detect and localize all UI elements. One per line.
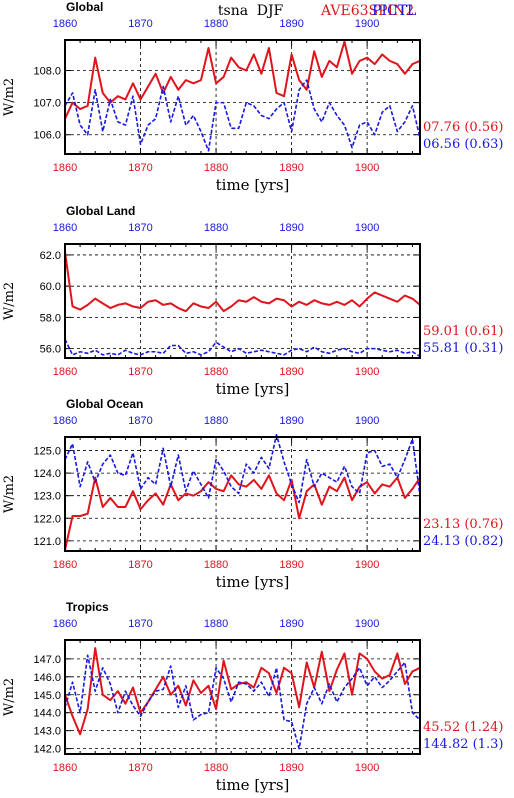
x-tick-label-top: 1870 (128, 222, 152, 234)
legend-exp-label: AVE63SPIN2 (320, 3, 414, 19)
series-line-ctl (64, 79, 421, 152)
series-line-ctl (64, 433, 421, 504)
x-tick-label-bottom: 1870 (128, 162, 152, 174)
y-tick-label: 121.0 (33, 536, 61, 548)
figure-season-label: DJF (257, 3, 284, 19)
x-tick-label-bottom: 1860 (53, 162, 77, 174)
x-tick-label-top: 1880 (204, 18, 228, 30)
y-tick-label: 142.0 (33, 744, 61, 756)
y-tick-label: 107.0 (33, 98, 61, 110)
x-axis-label: time [yrs] (216, 776, 290, 794)
series-line-exp (64, 40, 421, 120)
y-tick-label: 58.0 (40, 312, 61, 324)
x-tick-label-bottom: 1900 (355, 162, 379, 174)
y-tick-label: 106.0 (33, 130, 61, 142)
x-tick-label-top: 1860 (53, 18, 77, 30)
x-tick-label-bottom: 1890 (279, 559, 303, 571)
series-line-ctl (64, 338, 421, 358)
plot-frame (64, 639, 421, 755)
series-line-exp (64, 647, 421, 736)
y-tick-label: 108.0 (33, 66, 61, 78)
x-tick-label-bottom: 1860 (53, 366, 77, 378)
x-tick-label-bottom: 1870 (128, 559, 152, 571)
annotation-ctl-stats: 24.13 (0.82) (423, 534, 503, 549)
y-tick-label: 124.0 (33, 468, 61, 480)
annotation-exp-stats: 07.76 (0.56) (423, 120, 503, 135)
figure-variable-label: tsna (218, 3, 248, 19)
x-tick-label-bottom: 1860 (53, 762, 77, 774)
x-tick-label-bottom: 1880 (204, 762, 228, 774)
y-tick-label: 146.0 (33, 672, 61, 684)
y-axis-label: W/m2 (2, 678, 17, 716)
annotation-exp-stats: 59.01 (0.61) (423, 324, 503, 339)
plot-frame (64, 39, 421, 155)
annotation-ctl-stats: 55.81 (0.31) (423, 341, 503, 356)
x-tick-label-top: 1870 (128, 415, 152, 427)
y-tick-label: 143.0 (33, 726, 61, 738)
y-axis-label: W/m2 (2, 78, 17, 116)
panel-title: Global Land (66, 204, 135, 218)
panel-title: Global (66, 0, 103, 14)
x-tick-label-top: 1900 (355, 415, 379, 427)
y-tick-label: 62.0 (40, 250, 61, 262)
x-tick-label-bottom: 1890 (279, 762, 303, 774)
chart-panel-3: Global Ocean 1860 1860 1870 1870 1880 1880 1890… (2, 397, 503, 591)
x-tick-label-bottom: 1860 (53, 559, 77, 571)
x-tick-label-bottom: 1900 (355, 559, 379, 571)
chart-panel-4: Tropics 1860 1860 1870 1870 1880 1880 1890 1890 1… (2, 600, 503, 794)
x-tick-label-top: 1870 (128, 18, 152, 30)
y-axis-label: W/m2 (2, 282, 17, 320)
annotation-exp-stats: 23.13 (0.76) (423, 517, 503, 532)
plot-frame (64, 243, 421, 359)
annotation-ctl-stats: 144.82 (1.3) (423, 737, 503, 752)
x-tick-label-bottom: 1880 (204, 162, 228, 174)
x-tick-label-bottom: 1900 (355, 366, 379, 378)
annotation-exp-stats: 45.52 (1.24) (423, 720, 503, 735)
x-tick-label-top: 1880 (204, 222, 228, 234)
x-tick-label-top: 1880 (204, 618, 228, 630)
x-tick-label-bottom: 1880 (204, 366, 228, 378)
x-tick-label-bottom: 1870 (128, 762, 152, 774)
x-axis-label: time [yrs] (216, 380, 290, 398)
y-tick-label: 56.0 (40, 344, 61, 356)
y-tick-label: 145.0 (33, 690, 61, 702)
y-axis-label: W/m2 (2, 475, 17, 513)
x-tick-label-top: 1860 (53, 222, 77, 234)
x-tick-label-bottom: 1870 (128, 366, 152, 378)
x-tick-label-top: 1900 (355, 222, 379, 234)
legend-ctl-label: PICTL (372, 3, 416, 19)
annotation-ctl-stats: 06.56 (0.63) (423, 137, 503, 152)
series-line-exp (64, 251, 421, 313)
x-tick-label-top: 1890 (279, 18, 303, 30)
x-tick-label-bottom: 1890 (279, 162, 303, 174)
x-tick-label-top: 1870 (128, 618, 152, 630)
chart-panel-1: Global 1860 1860 1870 1870 1880 1880 1890 1890 19… (2, 0, 503, 194)
y-tick-label: 147.0 (33, 654, 61, 666)
x-tick-label-bottom: 1900 (355, 762, 379, 774)
y-tick-label: 125.0 (33, 446, 61, 458)
x-tick-label-bottom: 1880 (204, 559, 228, 571)
x-tick-label-top: 1890 (279, 618, 303, 630)
panel-title: Global Ocean (66, 397, 143, 411)
y-tick-label: 60.0 (40, 281, 61, 293)
panel-title: Tropics (66, 600, 109, 614)
plot-frame (64, 436, 421, 552)
y-tick-label: 123.0 (33, 491, 61, 503)
x-axis-label: time [yrs] (216, 573, 290, 591)
x-tick-label-bottom: 1890 (279, 366, 303, 378)
chart-panel-2: Global Land 1860 1860 1870 1870 1880 1880 1890 1… (2, 204, 503, 398)
x-tick-label-top: 1860 (53, 618, 77, 630)
x-tick-label-top: 1880 (204, 415, 228, 427)
series-line-ctl (64, 654, 421, 750)
x-tick-label-top: 1900 (355, 18, 379, 30)
x-axis-label: time [yrs] (216, 176, 290, 194)
x-tick-label-top: 1900 (355, 618, 379, 630)
y-tick-label: 144.0 (33, 708, 61, 720)
y-tick-label: 122.0 (33, 513, 61, 525)
x-tick-label-top: 1890 (279, 222, 303, 234)
x-tick-label-top: 1890 (279, 415, 303, 427)
x-tick-label-top: 1860 (53, 415, 77, 427)
